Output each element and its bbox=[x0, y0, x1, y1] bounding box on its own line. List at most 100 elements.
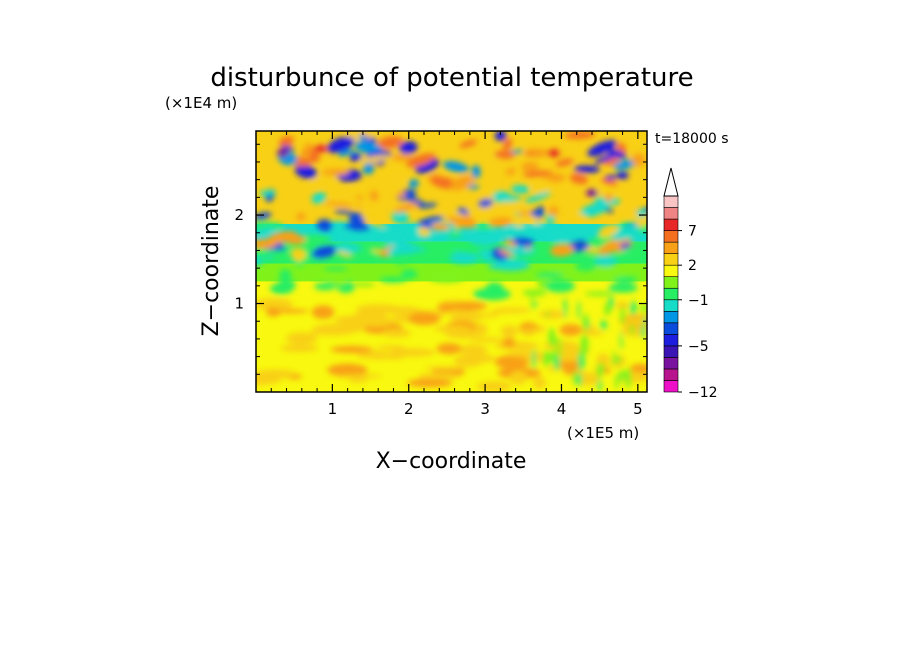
y-axis-label: Z−coordinate bbox=[199, 186, 224, 337]
field-blob bbox=[521, 162, 539, 172]
axes: 1 2 3 4 5 1 2 bbox=[234, 131, 647, 418]
field-blob bbox=[509, 370, 528, 385]
x-tick-label: 3 bbox=[480, 400, 490, 418]
field-blob bbox=[503, 138, 513, 151]
field-blob bbox=[475, 313, 499, 318]
field-blob bbox=[286, 235, 306, 245]
field-blob bbox=[408, 311, 441, 326]
field-blob bbox=[285, 332, 318, 345]
field-blob bbox=[502, 337, 516, 348]
field-blob bbox=[256, 229, 270, 237]
field-blob bbox=[406, 153, 436, 168]
field-core bbox=[276, 149, 289, 158]
x-tick-label: 2 bbox=[404, 400, 414, 418]
field-blob bbox=[619, 317, 647, 326]
field-blob bbox=[587, 140, 617, 157]
field-blob bbox=[604, 175, 618, 180]
colorbar-segment bbox=[663, 207, 679, 220]
field-blob bbox=[342, 373, 383, 379]
field-blob bbox=[401, 269, 418, 280]
colorbar-segment bbox=[663, 230, 679, 243]
field-blob bbox=[607, 149, 627, 159]
field-blob bbox=[534, 301, 538, 308]
field-blob bbox=[546, 214, 556, 224]
field-blob bbox=[511, 185, 530, 194]
field-blob bbox=[598, 223, 619, 238]
field-blob bbox=[348, 377, 368, 383]
field-blob bbox=[573, 165, 601, 173]
field-blob bbox=[522, 214, 543, 226]
field-blob bbox=[256, 212, 272, 220]
colorbar-segment bbox=[663, 310, 679, 324]
colorbar-segment bbox=[663, 334, 679, 347]
field-blob bbox=[498, 196, 522, 202]
field-core bbox=[547, 149, 560, 158]
field-blob bbox=[311, 245, 337, 259]
field-blob bbox=[303, 142, 313, 154]
field-blob bbox=[408, 179, 420, 188]
colorbar-segment bbox=[663, 276, 679, 289]
colorbar-segment bbox=[663, 218, 679, 231]
field-blob bbox=[469, 337, 505, 343]
field-blob bbox=[500, 201, 525, 210]
field-blob bbox=[630, 300, 637, 316]
field-blob bbox=[495, 150, 515, 159]
field-blob bbox=[545, 311, 549, 318]
field-blob bbox=[542, 350, 551, 367]
field-blob bbox=[323, 266, 348, 271]
x-axis-label: X−coordinate bbox=[376, 449, 527, 474]
field-blob bbox=[387, 243, 412, 256]
field-blob bbox=[436, 343, 462, 355]
field-blob bbox=[539, 310, 565, 319]
field-blob bbox=[309, 152, 321, 163]
field-blob bbox=[620, 306, 625, 325]
time-label: t=18000 s bbox=[655, 131, 729, 147]
colorbar-extend-triangle bbox=[663, 167, 679, 197]
field-blob bbox=[393, 202, 418, 213]
field-blob bbox=[512, 236, 535, 247]
colorbar-segment bbox=[663, 368, 679, 381]
field-blob bbox=[491, 309, 510, 314]
field-blob bbox=[549, 235, 575, 243]
field-blob bbox=[391, 153, 414, 162]
field-blob bbox=[519, 322, 539, 335]
field-blob bbox=[296, 212, 306, 221]
field-blob bbox=[358, 134, 367, 140]
field-blob bbox=[640, 303, 647, 313]
y-tick-label: 1 bbox=[234, 295, 244, 313]
field-blob bbox=[394, 259, 408, 265]
field-blob bbox=[563, 297, 567, 319]
field-blob bbox=[587, 318, 590, 330]
field-blob bbox=[545, 279, 576, 293]
field-blob bbox=[577, 350, 585, 371]
field-blob bbox=[278, 136, 294, 148]
field-blob bbox=[505, 167, 516, 176]
x-tick-label: 5 bbox=[633, 400, 643, 418]
field-blob bbox=[481, 248, 494, 263]
field-blob bbox=[494, 131, 507, 142]
field-blob bbox=[569, 173, 588, 185]
field-blob bbox=[343, 223, 371, 231]
field-blob bbox=[612, 276, 638, 283]
field-blob bbox=[311, 305, 335, 319]
field-blob bbox=[625, 367, 632, 389]
field-blob bbox=[449, 301, 487, 311]
field-core bbox=[616, 171, 629, 180]
colorbar-segment bbox=[663, 357, 679, 370]
field-blob bbox=[417, 372, 461, 380]
field-blob bbox=[580, 257, 598, 262]
chart-title: disturbunce of potential temperature bbox=[210, 63, 693, 93]
field-core bbox=[349, 153, 362, 162]
field-blob bbox=[339, 227, 352, 241]
field-blob bbox=[621, 208, 638, 217]
field-blob bbox=[600, 320, 607, 330]
field-blob bbox=[615, 252, 629, 262]
field-blob bbox=[582, 330, 604, 336]
field-blob bbox=[576, 373, 582, 387]
field-blob bbox=[311, 192, 327, 204]
field-blob bbox=[453, 354, 483, 368]
field-blob bbox=[355, 304, 402, 315]
colorbar-segment bbox=[663, 345, 679, 358]
field-blob bbox=[535, 272, 564, 278]
field-blob bbox=[266, 307, 282, 317]
